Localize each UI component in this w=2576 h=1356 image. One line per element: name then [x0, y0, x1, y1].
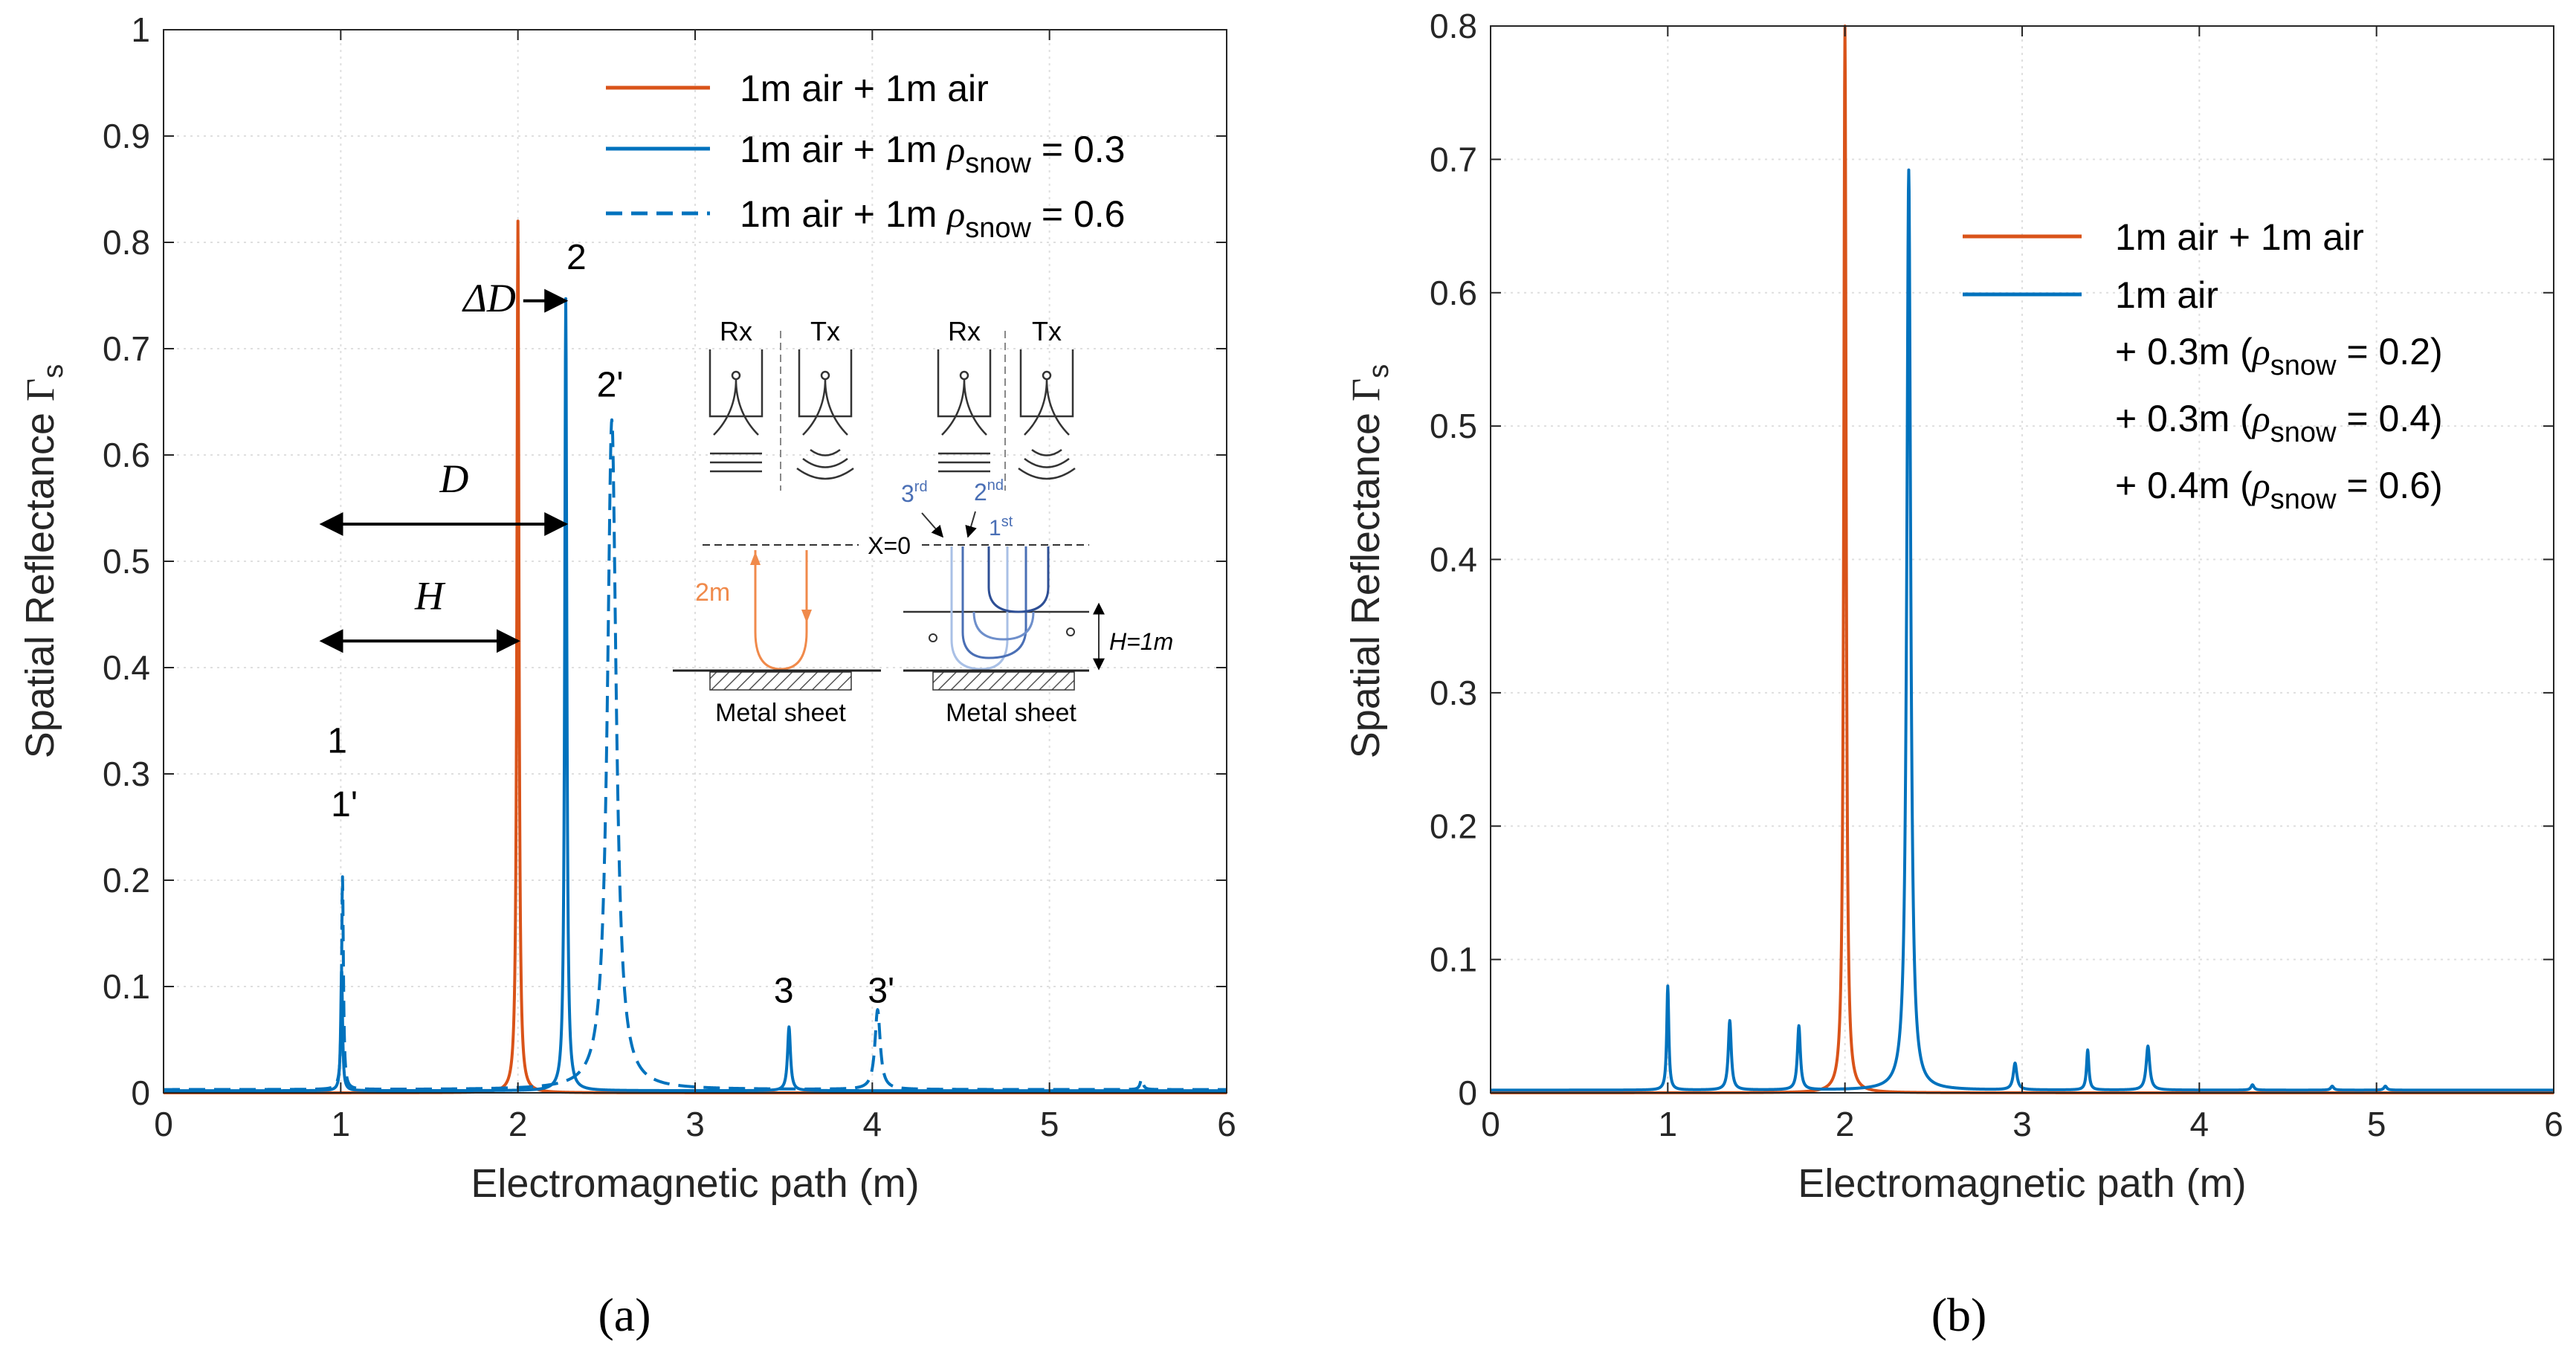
y-tick-label: 0.6: [103, 436, 150, 474]
x-tick-label: 3: [2012, 1105, 2032, 1143]
metal-sheet-label: Metal sheet: [715, 699, 846, 727]
legend-entry-detail: + 0.3m (ρsnow = 0.2): [2115, 331, 2443, 381]
order-label-1st: 1st: [989, 514, 1013, 540]
inset-tx-label: Tx: [1032, 316, 1062, 346]
x-tick-label: 1: [332, 1105, 351, 1143]
y-tick-label: 0.1: [103, 967, 150, 1006]
series-line-blue: [162, 297, 1228, 1093]
legend-entry: 1m air + 1m air: [2115, 216, 2364, 258]
x-tick-label: 6: [1217, 1105, 1236, 1143]
legend: 1m air + 1m air 1m air + 1m ρsnow = 0.3 …: [606, 68, 1125, 244]
panel-label: (b): [1931, 1288, 1987, 1341]
x-axis-label: Electromagnetic path (m): [471, 1161, 919, 1206]
order-pointer: [965, 511, 977, 538]
inset-x0-label: X=0: [868, 532, 911, 559]
x-tick-label: 2: [509, 1105, 528, 1143]
y-tick-label: 0.5: [103, 542, 150, 581]
peak-label: 1: [327, 721, 347, 761]
y-axis-label: Spatial Reflectance Γs: [1343, 364, 1395, 759]
legend-entry: 1m air + 1m ρsnow = 0.3: [740, 129, 1125, 179]
dimension-label: D: [439, 456, 468, 501]
inset-rx-label: Rx: [948, 316, 981, 346]
y-tick-label: 0.8: [1430, 7, 1477, 45]
legend-entry: 1m air: [2115, 274, 2218, 316]
dimension-label: ΔD: [462, 276, 516, 320]
arrow-icon: [801, 610, 812, 623]
y-tick-label: 0.4: [103, 648, 150, 687]
inset-tx-label: Tx: [810, 316, 840, 346]
y-tick-label: 0.4: [1430, 540, 1477, 579]
axis-ticks: 0 1 2 3 4 5 6 0 0.1 0.2 0.3 0.4 0.5 0.6 0.7 0.8: [1430, 7, 2563, 1143]
annotations: 1 1' 2 2' 3 3' ΔD D H: [319, 238, 894, 1010]
y-tick-label: 0.1: [1430, 940, 1477, 979]
y-tick-label: 0.5: [1430, 407, 1477, 445]
legend-entry: 1m air + 1m ρsnow = 0.6: [740, 193, 1125, 244]
order-label-2nd: 2nd: [974, 477, 1004, 506]
panel-a: 0 1 2 3 4 5 6 0 0.1 0.2 0.3 0.4 0.5 0.6 0.7 0.8 0.9 1 Ele…: [18, 10, 1236, 1341]
peak-label: 2: [566, 238, 587, 277]
x-tick-label: 4: [863, 1105, 882, 1143]
legend-entry-detail: + 0.3m (ρsnow = 0.4): [2115, 398, 2443, 448]
peak-label: 3': [868, 971, 894, 1010]
metal-sheet-label: Metal sheet: [946, 699, 1076, 727]
y-tick-label: 0.8: [103, 223, 150, 262]
y-tick-label: 0.3: [103, 755, 150, 793]
y-tick-label: 0.6: [1430, 274, 1477, 312]
y-tick-label: 0.7: [1430, 140, 1477, 178]
y-tick-label: 0: [1458, 1074, 1477, 1112]
tx-antenna-icon: [796, 349, 854, 480]
x-tick-label: 0: [1481, 1105, 1500, 1143]
inset-2m-label: 2m: [695, 578, 730, 607]
snow-particle: [1066, 627, 1075, 636]
legend: 1m air + 1m air 1m air + 0.3m (ρsnow = 0…: [1963, 216, 2443, 515]
grid: [1491, 26, 2554, 1093]
inset-wave-paths: [950, 546, 1050, 671]
rx-antenna-icon: [708, 349, 764, 473]
peak-label: 1': [331, 785, 358, 824]
tx-antenna-icon: [1018, 349, 1076, 480]
peak-label: 3: [774, 971, 794, 1010]
inset-schematic: Rx Tx 2m Metal sheet Rx Tx: [673, 316, 1173, 727]
y-tick-label: 0.3: [1430, 674, 1477, 712]
y-tick-label: 0.2: [103, 861, 150, 900]
snow-particle: [929, 633, 937, 642]
x-tick-label: 5: [1040, 1105, 1059, 1143]
x-tick-label: 1: [1659, 1105, 1678, 1143]
peak-label: 2': [597, 365, 624, 404]
order-pointer: [921, 512, 944, 538]
x-tick-label: 5: [2367, 1105, 2386, 1143]
y-tick-label: 0: [131, 1074, 150, 1112]
x-tick-label: 0: [154, 1105, 173, 1143]
x-axis-label: Electromagnetic path (m): [1798, 1161, 2246, 1206]
y-tick-label: 0.2: [1430, 807, 1477, 845]
inset-rx-label: Rx: [720, 316, 752, 346]
rx-antenna-icon: [937, 349, 992, 473]
dimension-label: H: [414, 573, 446, 618]
x-tick-label: 3: [685, 1105, 705, 1143]
h-dimension-label: H=1m: [1109, 628, 1173, 655]
y-tick-label: 1: [131, 10, 150, 49]
y-tick-label: 0.9: [103, 117, 150, 155]
y-tick-label: 0.7: [103, 329, 150, 368]
panel-b: 0 1 2 3 4 5 6 0 0.1 0.2 0.3 0.4 0.5 0.6 0.7 0.8 Electro…: [1343, 7, 2563, 1341]
legend-entry: 1m air + 1m air: [740, 68, 989, 109]
inset-path-2m: [754, 550, 808, 671]
panel-label: (a): [598, 1288, 651, 1341]
x-tick-label: 2: [1836, 1105, 1855, 1143]
x-tick-label: 6: [2544, 1105, 2563, 1143]
axis-ticks: 0 1 2 3 4 5 6 0 0.1 0.2 0.3 0.4 0.5 0.6 0.7 0.8 0.9 1: [103, 10, 1236, 1143]
metal-sheet-hatch: [709, 671, 852, 691]
y-axis-label: Spatial Reflectance Γs: [18, 364, 69, 759]
x-tick-label: 4: [2190, 1105, 2209, 1143]
grid: [164, 30, 1227, 1093]
arrow-icon: [750, 552, 761, 565]
metal-sheet-hatch: [932, 671, 1075, 691]
legend-entry-detail: + 0.4m (ρsnow = 0.6): [2115, 465, 2443, 515]
order-label-3rd: 3rd: [901, 479, 928, 507]
